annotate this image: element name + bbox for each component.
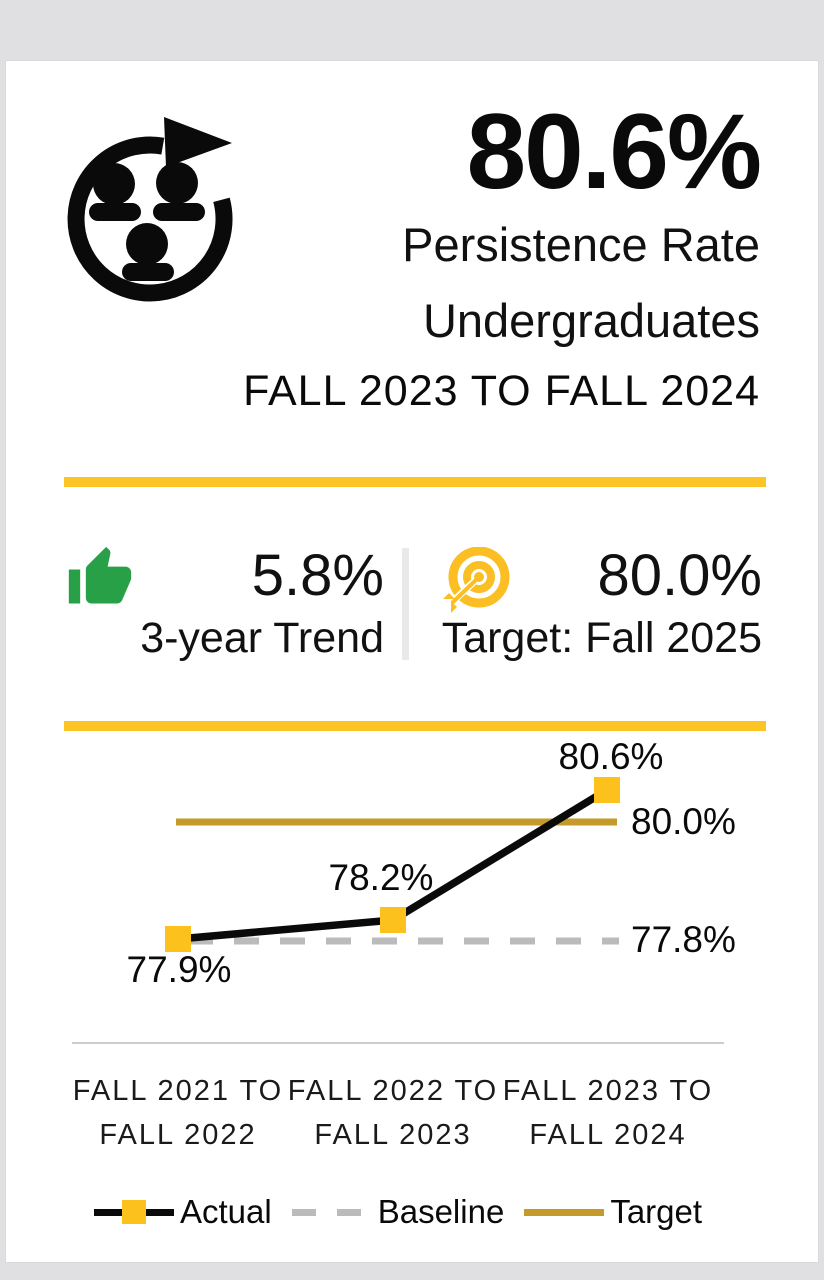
- legend-label-baseline: Baseline: [377, 1193, 505, 1230]
- target-legend-glyph: [524, 1208, 605, 1216]
- headline-population: Undergraduates: [422, 294, 760, 347]
- accent-divider-bottom: [64, 721, 766, 731]
- legend-label-target: Target: [610, 1193, 703, 1230]
- accent-divider-top: [64, 477, 766, 487]
- kpi-card: 80.6% Persistence Rate Undergraduates FA…: [5, 60, 819, 1263]
- chart-legend: Actual Baseline Target: [94, 1193, 702, 1231]
- point-label-fall2023: 78.2%: [328, 857, 434, 898]
- baseline-legend-glyph: [291, 1208, 372, 1216]
- legend-item-target: Target: [524, 1193, 702, 1231]
- x-axis-label-3: FALL 2023 TO FALL 2024: [488, 1069, 728, 1157]
- x-axis-label-line: FALL 2024: [529, 1119, 687, 1151]
- point-label-fall2022: 77.9%: [126, 949, 232, 990]
- legend-item-actual: Actual: [94, 1193, 272, 1231]
- trend-value: 5.8%: [251, 543, 384, 608]
- axis-separator-line: [72, 1042, 724, 1044]
- stats-vertical-divider: [402, 548, 409, 660]
- x-axis-label-line: FALL 2023 TO: [502, 1075, 714, 1107]
- legend-label-actual: Actual: [180, 1193, 272, 1230]
- legend-item-baseline: Baseline: [291, 1193, 505, 1231]
- target-value: 80.0%: [597, 543, 762, 608]
- bullseye-icon: [443, 547, 510, 613]
- headline-metric: Persistence Rate: [402, 218, 760, 271]
- actual-marker-swatch: [122, 1199, 146, 1224]
- baseline-line-label: 77.8%: [631, 919, 736, 960]
- x-axis-label-line: FALL 2021 TO: [72, 1075, 284, 1107]
- trend-label: 3-year Trend: [140, 614, 384, 662]
- x-axis-label-2: FALL 2022 TO FALL 2023: [273, 1069, 513, 1157]
- x-axis-label-line: FALL 2023: [314, 1119, 472, 1151]
- x-axis-label-line: FALL 2022 TO: [287, 1075, 499, 1107]
- target-label: Target: Fall 2025: [441, 614, 762, 662]
- x-axis-label-line: FALL 2022: [99, 1119, 257, 1151]
- actual-legend-glyph: [94, 1199, 174, 1224]
- target-line-label: 80.0%: [631, 801, 736, 842]
- data-point-marker: [594, 777, 620, 803]
- point-label-fall2024: 80.6%: [558, 736, 664, 777]
- data-point-marker: [165, 926, 191, 952]
- headline-value: 80.6%: [466, 91, 762, 211]
- thumbs-up-icon: [68, 546, 132, 604]
- data-point-marker: [380, 907, 406, 933]
- people-retention-cycle-icon: [67, 117, 233, 302]
- trend-line-chart: [165, 777, 620, 952]
- x-axis-label-1: FALL 2021 TO FALL 2022: [58, 1069, 298, 1157]
- headline-period: FALL 2023 TO FALL 2024: [243, 367, 760, 415]
